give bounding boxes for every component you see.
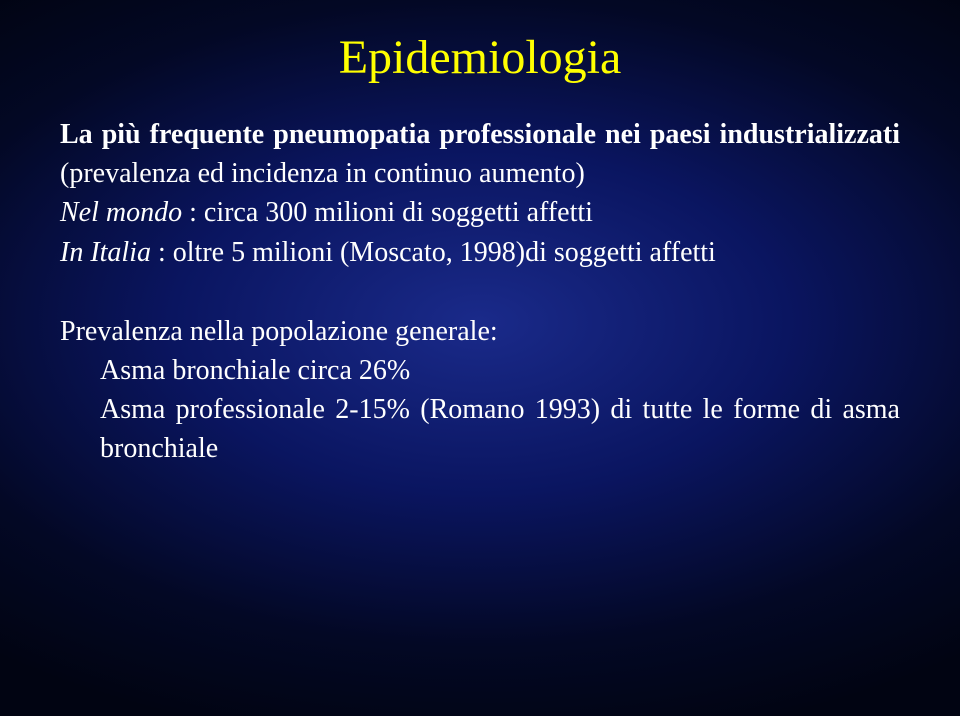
line2-rest: : circa 300 milioni di soggetti affetti	[182, 197, 593, 228]
content-block-2: Prevalenza nella popolazione generale: A…	[60, 312, 900, 469]
line1-rest: (prevalenza ed incidenza in continuo aum…	[60, 158, 585, 189]
block2-line3: Asma professionale 2-15% (Romano 1993) d…	[60, 390, 900, 468]
line1-bold: La più frequente pneumopatia professiona…	[60, 119, 900, 150]
line2-italic: Nel mondo	[60, 197, 182, 228]
slide-container: Epidemiologia La più frequente pneumopat…	[0, 0, 960, 716]
slide-title: Epidemiologia	[60, 30, 900, 85]
block2-line1: Prevalenza nella popolazione generale:	[60, 312, 900, 351]
line3-italic: In Italia	[60, 237, 151, 268]
block2-line2: Asma bronchiale circa 26%	[60, 351, 900, 390]
line3-rest: : oltre 5 milioni (Moscato, 1998)di sogg…	[151, 237, 716, 268]
content-block-1: La più frequente pneumopatia professiona…	[60, 115, 900, 272]
